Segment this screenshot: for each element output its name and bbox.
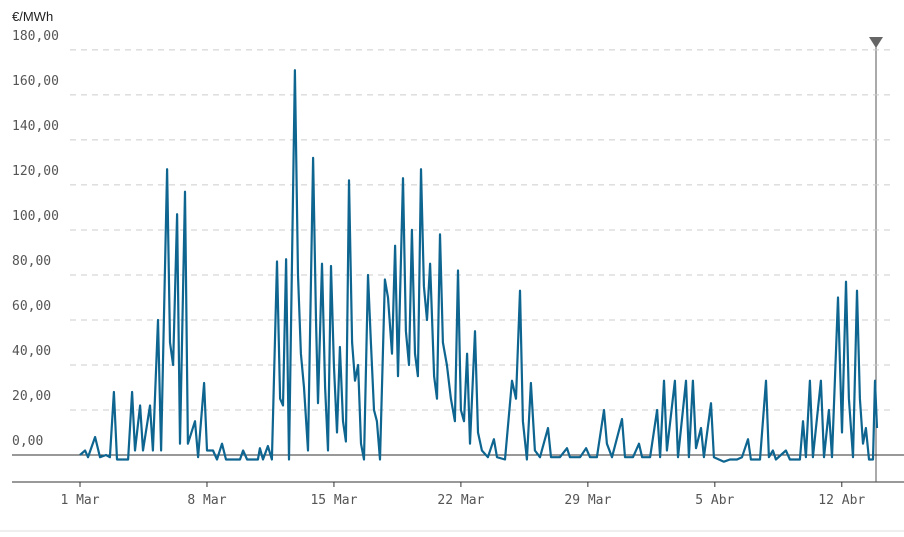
- x-tick-label: 8 Mar: [187, 493, 226, 508]
- y-tick-label: 0,00: [12, 434, 43, 449]
- y-tick-label: 20,00: [12, 389, 51, 404]
- cursor-handle[interactable]: [869, 37, 883, 48]
- x-tick-label: 12 Abr: [818, 493, 865, 508]
- x-tick-label: 29 Mar: [564, 493, 611, 508]
- y-tick-label: 120,00: [12, 164, 59, 179]
- price-line: [79, 69, 879, 463]
- x-tick-label: 5 Abr: [695, 493, 734, 508]
- y-tick-label: 160,00: [12, 74, 59, 89]
- x-tick-label: 1 Mar: [60, 493, 99, 508]
- x-tick-label: 22 Mar: [437, 493, 484, 508]
- y-tick-label: 140,00: [12, 119, 59, 134]
- y-tick-label: 40,00: [12, 344, 51, 359]
- x-tick-label: 15 Mar: [310, 493, 357, 508]
- y-tick-label: 180,00: [12, 29, 59, 44]
- y-axis-label: €/MWh: [12, 9, 53, 24]
- y-tick-label: 80,00: [12, 254, 51, 269]
- y-tick-label: 100,00: [12, 209, 59, 224]
- y-tick-label: 60,00: [12, 299, 51, 314]
